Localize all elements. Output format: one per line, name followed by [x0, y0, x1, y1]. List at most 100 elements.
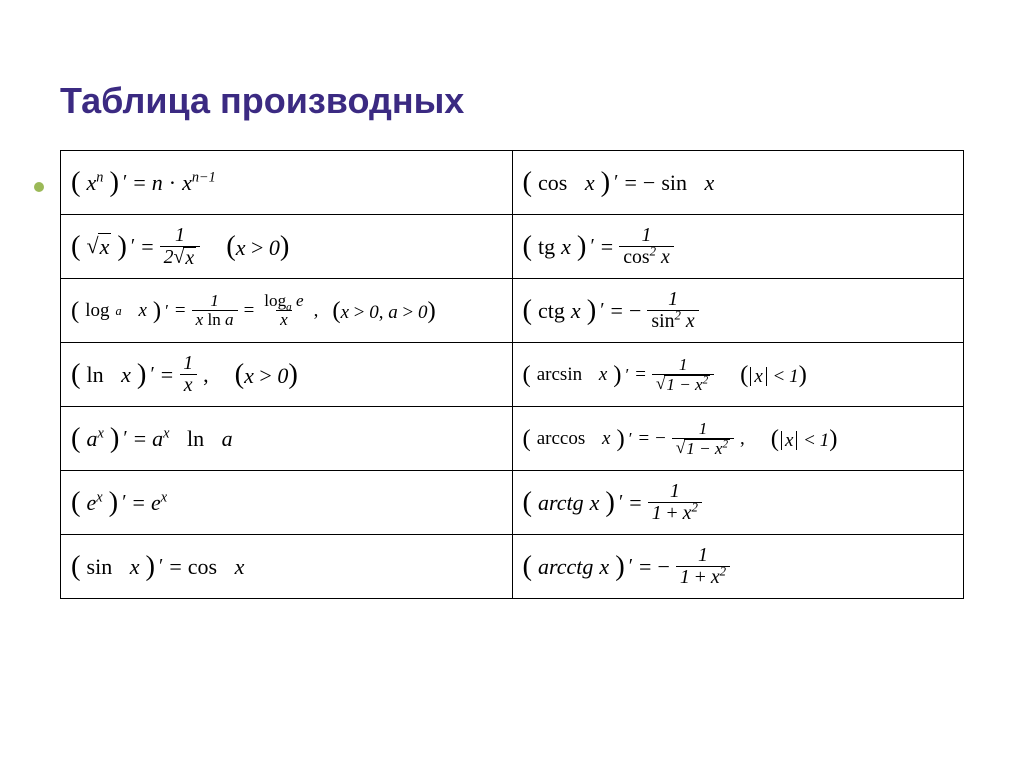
sup-2: 2 [722, 438, 728, 450]
fn-arccos: arccos [537, 428, 586, 450]
eq: = [639, 554, 651, 580]
table-row: (ex)′ = ex (arctgx)′ = 1 1 + x2 [61, 471, 964, 535]
cell-arcsin: (arcsin x)′ = 1 √1 − x2 (x < 1) [512, 343, 964, 407]
minus: − [629, 298, 641, 324]
sup-x3: x [96, 489, 102, 505]
fn-cos: cos [538, 170, 567, 196]
comma: , [740, 428, 745, 450]
fn-sin2: sin [651, 310, 674, 332]
fn-arcsin: arcsin [537, 364, 582, 386]
num-1: 1 [675, 356, 692, 374]
eq: = [601, 234, 613, 260]
zero: 0 [277, 363, 288, 388]
cell-xn: (xn)′ = n· xn−1 [61, 151, 513, 215]
sup-2: 2 [720, 564, 726, 578]
zero: 0 [269, 235, 280, 260]
slide: Таблица производных (xn)′ = n· xn−1 (cos… [0, 0, 1024, 639]
sup-x2: x [163, 425, 169, 441]
fn-arcctg: arcctg [538, 554, 593, 580]
minus: − [655, 428, 666, 450]
comma: , [314, 300, 319, 322]
cell-ex: (ex)′ = ex [61, 471, 513, 535]
table-row: (ln x)′ = 1 x , (x > 0) (arcsin x)′ = 1 … [61, 343, 964, 407]
eq: = [624, 170, 636, 196]
zero: 0 [369, 302, 379, 323]
den-2: 2 [164, 246, 174, 268]
eq: = [169, 554, 181, 580]
cell-sin: (sin x)′ = cos x [61, 535, 513, 599]
gt: > [402, 302, 413, 323]
table-row: (xn)′ = n· xn−1 (cos x)′ = − sin x [61, 151, 964, 215]
minus: − [643, 170, 655, 196]
table-row: (sin x)′ = cos x (arcctgx)′ = − 1 1 + x2 [61, 535, 964, 599]
cell-ax: (ax)′ = ax ln a [61, 407, 513, 471]
bullet-icon [34, 182, 44, 192]
eq: = [133, 170, 145, 196]
one: 1 [820, 430, 830, 451]
fn-sin: sin [661, 170, 687, 196]
fn-log: log [85, 300, 109, 322]
fn-ln: ln [207, 310, 220, 329]
fn-tg: tg [538, 234, 555, 260]
sup-n: n [96, 169, 103, 185]
num-1: 1 [694, 545, 712, 566]
plus: + [667, 502, 678, 524]
fn-log2: log [264, 291, 286, 310]
fn-cos2: cos [623, 246, 649, 268]
num-1: 1 [664, 289, 682, 310]
sup-x4: x [161, 489, 167, 505]
comma: , [379, 302, 384, 323]
cell-ln: (ln x)′ = 1 x , (x > 0) [61, 343, 513, 407]
derivatives-table: (xn)′ = n· xn−1 (cos x)′ = − sin x (√x)′… [60, 150, 964, 599]
table-row: (loga x)′ = 1 x ln a = loga e x , (x > 0… [61, 279, 964, 343]
eq: = [175, 300, 186, 322]
sup-2: 2 [674, 308, 680, 322]
table-row: (ax)′ = ax ln a (arccos x)′ = − 1 √1 − x… [61, 407, 964, 471]
eq: = [134, 426, 146, 452]
eq: = [161, 362, 173, 388]
eq: = [133, 490, 145, 516]
num-1: 1 [695, 420, 712, 438]
cell-cos: (cos x)′ = − sin x [512, 151, 964, 215]
fn-ln2: ln [87, 362, 104, 388]
cell-tg: (tgx)′ = 1 cos2 x [512, 215, 964, 279]
fn-sin3: sin [87, 554, 113, 580]
gt: > [259, 363, 271, 388]
eq: = [611, 298, 623, 324]
sup-nm1: n−1 [192, 169, 216, 185]
cell-sqrt: (√x)′ = 1 2√x (x > 0) [61, 215, 513, 279]
eq: = [244, 300, 255, 322]
cell-arcctg: (arcctgx)′ = − 1 1 + x2 [512, 535, 964, 599]
num-1: 1 [179, 353, 197, 374]
eq: = [638, 428, 649, 450]
dot: · [169, 170, 176, 196]
cell-log: (loga x)′ = 1 x ln a = loga e x , (x > 0… [61, 279, 513, 343]
table-row: (√x)′ = 1 2√x (x > 0) (tgx)′ = 1 cos2 x [61, 215, 964, 279]
cell-arctg: (arctgx)′ = 1 1 + x2 [512, 471, 964, 535]
num-1: 1 [666, 481, 684, 502]
cell-arccos: (arccos x)′ = − 1 √1 − x2 , (x < 1) [512, 407, 964, 471]
sup-2: 2 [703, 374, 709, 386]
gt: > [354, 302, 365, 323]
comma: , [203, 362, 209, 388]
eq: = [629, 490, 641, 516]
fn-arctg: arctg [538, 490, 584, 516]
page-title: Таблица производных [60, 80, 964, 122]
eq: = [141, 234, 153, 260]
sup-2: 2 [650, 244, 656, 258]
minus: − [657, 554, 669, 580]
num-1: 1 [171, 225, 189, 246]
gt: > [251, 235, 263, 260]
num-1: 1 [206, 292, 223, 310]
zero: 0 [418, 302, 428, 323]
cell-ctg: (ctgx)′ = − 1 sin2 x [512, 279, 964, 343]
sup-2: 2 [691, 500, 697, 514]
fn-ln3: ln [187, 426, 204, 452]
sup-x: x [98, 425, 104, 441]
eq: = [635, 364, 646, 386]
one: 1 [789, 366, 799, 387]
fn-cos3: cos [188, 554, 217, 580]
plus: + [695, 566, 706, 588]
num-1: 1 [638, 225, 656, 246]
lt: < [774, 366, 785, 387]
